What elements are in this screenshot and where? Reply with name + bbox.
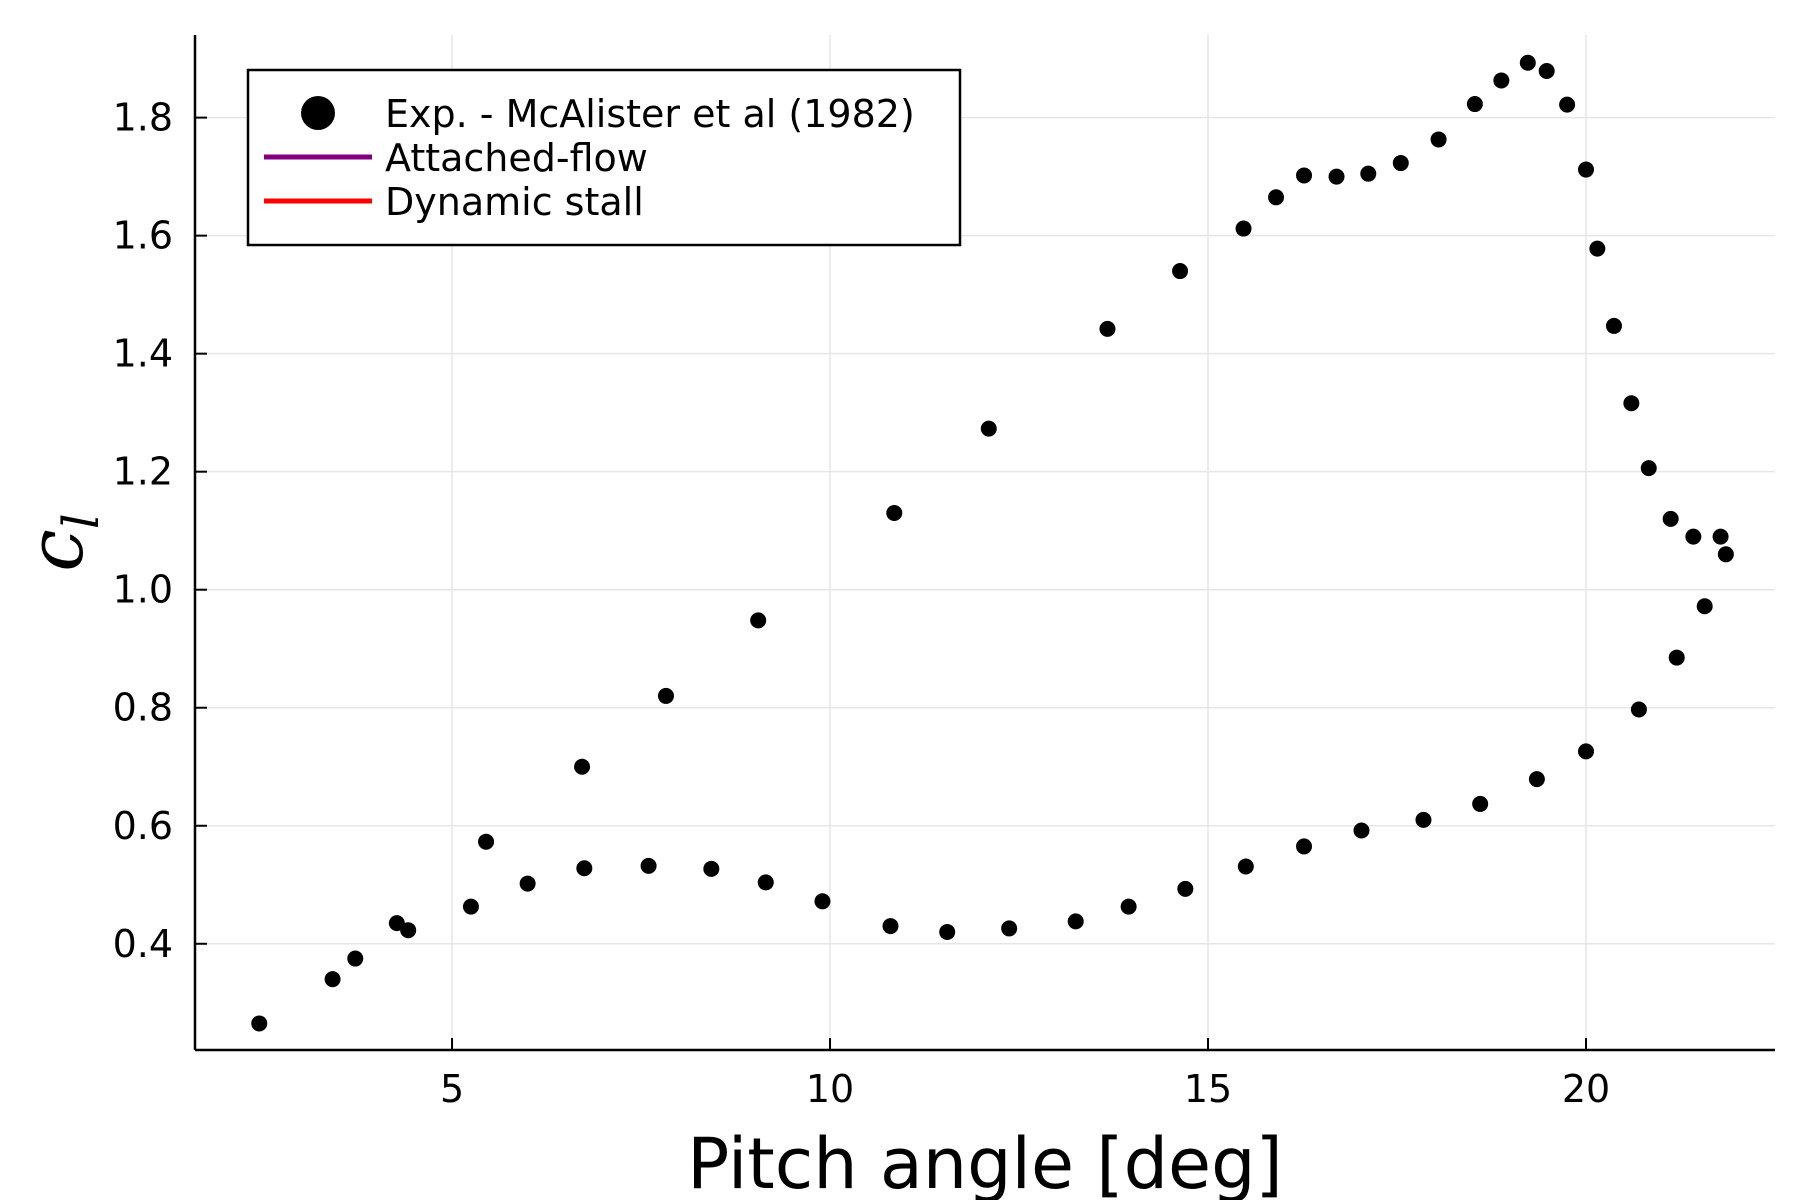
data-point bbox=[1328, 168, 1345, 185]
y-tick-label: 0.8 bbox=[113, 686, 173, 730]
data-point bbox=[750, 612, 767, 629]
data-point bbox=[1668, 649, 1685, 666]
x-tick-label: 5 bbox=[440, 1067, 464, 1111]
data-points bbox=[251, 54, 1734, 1032]
data-point bbox=[1353, 822, 1370, 839]
axes bbox=[193, 35, 1775, 1052]
legend-entry-label: Dynamic stall bbox=[385, 180, 644, 224]
data-point bbox=[1466, 96, 1483, 113]
y-tick-label: 1.8 bbox=[113, 96, 173, 140]
data-point bbox=[1268, 189, 1285, 206]
x-axis-title: Pitch angle [deg] bbox=[687, 1123, 1283, 1200]
data-point bbox=[1415, 811, 1432, 828]
data-point bbox=[462, 898, 479, 915]
data-point bbox=[574, 758, 591, 775]
data-point bbox=[576, 860, 593, 877]
data-point bbox=[980, 420, 997, 437]
data-point bbox=[1001, 920, 1018, 937]
data-point bbox=[1120, 898, 1137, 915]
legend-entry-label: Attached-flow bbox=[385, 136, 648, 180]
y-tick-label: 1.2 bbox=[113, 450, 173, 494]
y-tick-label: 0.4 bbox=[113, 922, 173, 966]
data-point bbox=[1528, 771, 1545, 788]
data-point bbox=[1630, 701, 1647, 718]
data-point bbox=[640, 857, 657, 874]
legend-entry-label: Exp. - McAlister et al (1982) bbox=[385, 92, 915, 136]
data-point bbox=[1296, 838, 1313, 855]
data-point bbox=[1172, 263, 1189, 280]
y-tick-label: 0.6 bbox=[113, 804, 173, 848]
data-point bbox=[939, 923, 956, 940]
y-axis-title: cl bbox=[11, 513, 110, 572]
y-tick-label: 1.0 bbox=[113, 568, 173, 612]
data-point bbox=[703, 860, 720, 877]
data-point bbox=[1696, 598, 1713, 615]
data-point bbox=[1430, 131, 1447, 148]
y-axis-title-base: c bbox=[11, 529, 100, 572]
data-point bbox=[1589, 240, 1606, 257]
data-point bbox=[1685, 528, 1702, 545]
x-tick-label: 15 bbox=[1184, 1067, 1232, 1111]
data-point bbox=[1538, 62, 1555, 79]
y-tick-label: 1.4 bbox=[113, 332, 173, 376]
data-point bbox=[519, 875, 536, 892]
data-point bbox=[1662, 510, 1679, 527]
data-point bbox=[1472, 795, 1489, 812]
data-point bbox=[324, 971, 341, 988]
x-tick-label: 10 bbox=[806, 1067, 854, 1111]
data-point bbox=[1099, 320, 1116, 337]
data-point bbox=[1640, 460, 1657, 477]
data-point bbox=[1237, 858, 1254, 875]
data-point bbox=[1605, 317, 1622, 334]
legend: Exp. - McAlister et al (1982)Attached-fl… bbox=[246, 68, 962, 247]
legend-marker bbox=[301, 96, 335, 130]
data-point bbox=[657, 687, 674, 704]
data-point bbox=[478, 833, 495, 850]
data-point bbox=[251, 1015, 268, 1032]
data-point bbox=[347, 950, 364, 967]
data-point bbox=[1493, 72, 1510, 89]
data-point bbox=[1578, 161, 1595, 178]
data-point bbox=[1712, 528, 1729, 545]
data-point bbox=[1067, 913, 1084, 930]
y-tick-label: 1.6 bbox=[113, 214, 173, 258]
data-point bbox=[882, 918, 899, 935]
data-point bbox=[1623, 395, 1640, 412]
data-point bbox=[1392, 155, 1409, 172]
grid bbox=[195, 35, 1775, 1050]
data-point bbox=[1578, 743, 1595, 760]
x-tick-label: 20 bbox=[1562, 1067, 1610, 1111]
data-point bbox=[1235, 220, 1252, 237]
data-point bbox=[814, 893, 831, 910]
data-point bbox=[886, 504, 903, 521]
data-point bbox=[1177, 880, 1194, 897]
data-point bbox=[1559, 96, 1576, 113]
data-point bbox=[1519, 54, 1536, 71]
data-point bbox=[1360, 165, 1377, 182]
data-point bbox=[1717, 546, 1734, 563]
data-point bbox=[1296, 167, 1313, 184]
tick-labels: 5 10 15 20 0.4 0.6 0.8 1.0 1.2 1.4 1.6 1.8 bbox=[113, 96, 1611, 1111]
y-axis-title-subscript: l bbox=[52, 513, 110, 529]
data-point bbox=[400, 922, 417, 939]
data-point bbox=[757, 874, 774, 891]
